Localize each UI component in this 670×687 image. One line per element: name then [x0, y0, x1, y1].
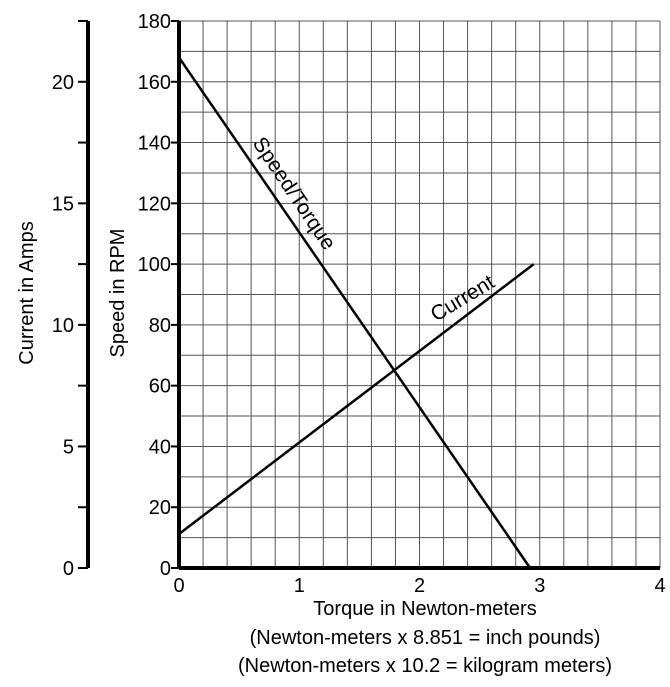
y-tick-label-speed: 60 [149, 376, 171, 398]
y-tick-label-speed: 20 [149, 497, 171, 519]
x-axis-label: Torque in Newton-meters [313, 598, 536, 620]
y-tick-label-current: 0 [63, 558, 74, 580]
grid [178, 20, 661, 569]
y-tick-label-current: 15 [52, 193, 74, 215]
x-axis-note-kilogram-meters: (Newton-meters x 10.2 = kilogram meters) [238, 655, 612, 677]
y-tick-label-speed: 80 [149, 315, 171, 337]
y-tick-label-speed: 100 [138, 254, 171, 276]
y-tick-label-current: 5 [63, 436, 74, 458]
series-line-current [178, 263, 535, 535]
x-tick-label: 1 [294, 575, 305, 597]
x-tick-label: 0 [173, 575, 184, 597]
y-tick-label-speed: 0 [160, 558, 171, 580]
y-tick-label-speed: 140 [138, 133, 171, 155]
y-tick-label-speed: 180 [138, 11, 171, 33]
y-axis-label-current: Current in Amps [16, 221, 38, 364]
y-tick-label-speed: 120 [138, 193, 171, 215]
x-axis-note-inch-pounds: (Newton-meters x 8.851 = inch pounds) [250, 627, 601, 649]
series-label-speed-torque: Speed/Torque [248, 133, 340, 254]
x-tick-label: 4 [654, 575, 665, 597]
y-axis-label-speed: Speed in RPM [107, 229, 129, 358]
y-tick-label-current: 10 [52, 315, 74, 337]
y-tick-label-speed: 160 [138, 72, 171, 94]
series-line-speed-torque [177, 56, 532, 569]
x-tick-label: 3 [534, 575, 545, 597]
y-tick-label-speed: 40 [149, 436, 171, 458]
y-tick-label-current: 20 [52, 72, 74, 94]
tick-labels: 0 20 40 60 80 100 120 140 160 180 0 5 10 15 20 0 1 2 3 4 [52, 11, 666, 597]
series-lines [177, 56, 535, 569]
axes [78, 20, 660, 570]
x-tick-label: 2 [414, 575, 425, 597]
